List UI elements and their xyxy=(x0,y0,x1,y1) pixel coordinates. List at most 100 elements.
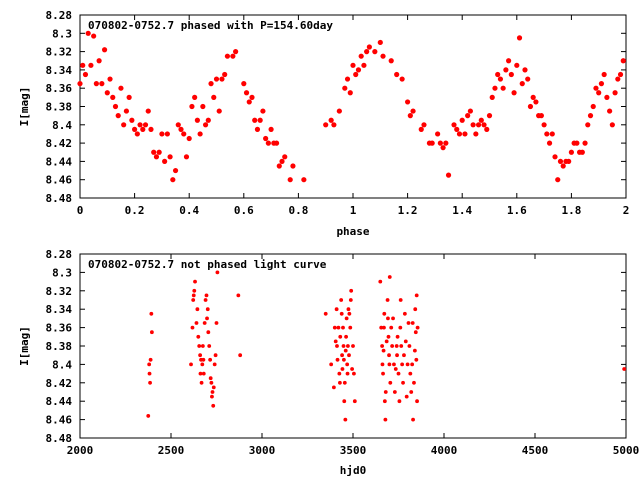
data-point xyxy=(191,298,196,302)
data-point xyxy=(204,293,209,298)
data-point xyxy=(475,122,482,128)
data-point xyxy=(243,90,250,96)
data-point xyxy=(358,53,364,59)
y-tick-label: 8.42 xyxy=(46,377,73,390)
data-point xyxy=(386,334,391,339)
data-point xyxy=(276,163,282,169)
data-point xyxy=(159,131,165,137)
data-point xyxy=(355,67,362,73)
data-point xyxy=(335,357,340,362)
data-point xyxy=(454,126,460,132)
data-point xyxy=(197,344,202,348)
data-point xyxy=(208,376,213,381)
data-point xyxy=(254,126,261,132)
data-point xyxy=(347,311,352,316)
data-point xyxy=(199,380,204,385)
data-point xyxy=(410,362,415,367)
data-point xyxy=(211,403,216,408)
data-point xyxy=(323,122,329,128)
x-tick-label: 1.4 xyxy=(452,204,472,217)
data-point xyxy=(470,122,476,128)
data-point xyxy=(352,399,357,404)
data-point xyxy=(207,344,212,348)
data-point xyxy=(192,94,198,100)
data-point xyxy=(395,334,400,339)
data-point xyxy=(377,39,383,46)
data-point xyxy=(386,316,390,321)
data-point xyxy=(364,49,370,55)
data-point xyxy=(115,113,121,119)
x-tick-label: 1.6 xyxy=(507,204,527,217)
data-point xyxy=(408,371,413,376)
data-point xyxy=(194,117,200,123)
data-point xyxy=(384,339,389,344)
data-point xyxy=(170,177,176,183)
data-point xyxy=(201,357,206,362)
data-point xyxy=(410,321,415,325)
data-point xyxy=(381,348,386,353)
data-point xyxy=(215,270,220,275)
data-point xyxy=(156,149,162,155)
data-point xyxy=(99,81,105,87)
data-point xyxy=(335,344,339,348)
data-point xyxy=(282,154,288,160)
data-point xyxy=(337,380,342,385)
y-tick-label: 8.3 xyxy=(52,27,72,40)
data-point xyxy=(380,53,386,59)
data-point xyxy=(209,380,214,385)
data-point xyxy=(546,140,553,146)
data-point xyxy=(604,94,610,100)
data-point xyxy=(394,71,400,78)
data-point xyxy=(404,394,409,399)
y-tick-label: 8.44 xyxy=(46,395,73,408)
data-point xyxy=(328,117,334,123)
data-point xyxy=(530,94,536,100)
data-point xyxy=(541,122,547,128)
data-point xyxy=(202,122,209,128)
data-point xyxy=(402,353,406,358)
data-point xyxy=(203,298,208,302)
data-point xyxy=(440,145,446,151)
data-point xyxy=(260,108,266,114)
data-point xyxy=(118,85,124,91)
data-point xyxy=(352,371,356,376)
y-tick-label: 8.38 xyxy=(46,340,73,353)
x-tick-label: 4000 xyxy=(431,444,458,457)
data-point xyxy=(388,58,394,64)
data-point xyxy=(197,131,203,137)
data-point xyxy=(549,131,555,137)
data-point xyxy=(506,58,512,64)
x-tick-label: 4500 xyxy=(522,444,549,457)
data-point xyxy=(345,371,350,376)
data-point xyxy=(216,108,222,114)
data-point xyxy=(445,172,452,178)
data-point xyxy=(598,81,605,87)
data-point xyxy=(338,334,343,339)
data-point xyxy=(301,177,307,183)
data-point xyxy=(412,348,417,353)
data-point xyxy=(345,362,350,367)
data-point xyxy=(497,76,504,82)
data-point xyxy=(153,154,160,160)
data-point xyxy=(587,113,594,119)
data-point xyxy=(508,71,514,78)
data-point xyxy=(268,126,274,132)
plot-frame xyxy=(79,14,627,199)
data-point xyxy=(380,362,385,367)
x-tick-label: 0.8 xyxy=(288,204,308,217)
data-point xyxy=(381,371,385,376)
data-point xyxy=(186,135,192,142)
x-tick-label: 0.4 xyxy=(179,204,199,217)
data-point xyxy=(582,140,588,146)
y-tick-label: 8.4 xyxy=(52,358,72,371)
data-point xyxy=(104,90,110,96)
data-point xyxy=(379,325,384,330)
unphased-light-curve-panel: 2000 2500 3000 3500 4000 4500 5000 8.28 8.3 8.32 8… xyxy=(18,248,639,477)
y-tick-label: 8.28 xyxy=(46,9,73,22)
data-point xyxy=(527,103,534,110)
data-point xyxy=(348,298,353,302)
data-point xyxy=(175,122,181,128)
x-tick-label: 3500 xyxy=(340,444,367,457)
data-point xyxy=(339,298,344,302)
